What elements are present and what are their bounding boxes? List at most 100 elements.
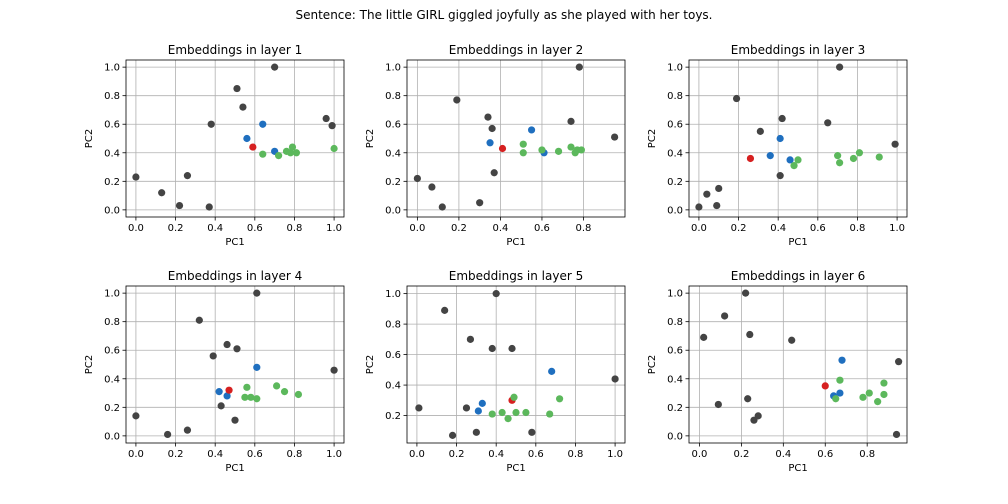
data-point-green — [519, 140, 527, 148]
data-point-other — [776, 172, 784, 180]
data-point-other — [744, 395, 752, 403]
data-point-green — [522, 408, 530, 417]
data-point-green — [859, 393, 867, 401]
data-point-green — [790, 162, 798, 170]
y-tick-label: 0.2 — [104, 177, 120, 188]
x-tick-label: 0.6 — [810, 223, 826, 234]
y-axis-label: PC2 — [647, 129, 658, 148]
data-point-green — [519, 149, 527, 157]
data-point-green — [247, 393, 255, 401]
data-point-other — [207, 120, 215, 128]
subplot-5: 0.0 0.2 0.4 0.6 0.8 1.0 0.2 0.4 0.6 0.8 1.0 Embeddi… — [365, 269, 626, 474]
data-point-other — [508, 344, 516, 353]
x-tick-label: 0.4 — [770, 223, 786, 234]
y-tick-label: 0.8 — [667, 91, 683, 102]
y-tick-label: 0.4 — [385, 148, 401, 159]
y-tick-label: 1.0 — [667, 289, 683, 300]
data-point-red — [249, 143, 257, 151]
data-point-green — [512, 408, 520, 417]
data-point-other — [466, 335, 475, 343]
data-point-other — [713, 201, 721, 210]
y-tick-label: 0.0 — [385, 205, 401, 216]
data-point-other — [490, 169, 498, 177]
data-point-green — [288, 143, 297, 151]
data-point-other — [836, 63, 844, 71]
axes-frame — [688, 285, 908, 444]
figure-suptitle: Sentence: The little GIRL giggled joyful… — [295, 8, 713, 22]
data-point-green — [330, 144, 338, 153]
y-tick-label: 0.0 — [667, 431, 683, 442]
axes-frame — [406, 285, 626, 444]
subplot-title: Embeddings in layer 6 — [731, 269, 865, 283]
data-point-other — [703, 190, 711, 198]
y-axis-label: PC2 — [84, 129, 95, 148]
data-point-green — [275, 152, 283, 160]
data-point-other — [721, 312, 729, 320]
x-tick-label: 0.2 — [733, 449, 749, 460]
y-tick-label: 0.6 — [104, 346, 120, 357]
subplot-title: Embeddings in layer 3 — [731, 43, 865, 57]
x-tick-label: 0.6 — [247, 223, 263, 234]
axes-frame — [406, 59, 626, 218]
y-tick-label: 0.8 — [385, 320, 401, 331]
data-point-other — [415, 404, 423, 412]
data-point-other — [231, 416, 239, 424]
data-point-blue — [836, 389, 844, 397]
x-tick-label: 0.2 — [449, 449, 465, 460]
data-point-blue — [527, 126, 536, 134]
data-point-red — [821, 382, 829, 390]
data-point-green — [849, 154, 858, 163]
x-tick-label: 1.0 — [326, 449, 342, 460]
data-point-other — [611, 133, 619, 141]
subplot-4: 0.0 0.2 0.4 0.6 0.8 1.0 0.0 0.2 0.4 0.6 0.8 1.0 Embe… — [84, 269, 345, 474]
x-tick-label: 0.2 — [451, 223, 467, 234]
data-point-other — [330, 366, 338, 374]
data-point-green — [836, 159, 844, 167]
data-point-other — [132, 173, 140, 181]
data-point-blue — [478, 399, 486, 407]
data-point-other — [891, 140, 899, 148]
x-tick-label: 0.4 — [488, 449, 504, 460]
data-point-other — [441, 306, 449, 314]
data-point-other — [741, 289, 750, 297]
y-tick-label: 0.6 — [385, 120, 401, 131]
x-tick-label: 0.0 — [691, 223, 707, 234]
x-tick-label: 0.4 — [207, 449, 223, 460]
x-tick-label: 0.0 — [128, 223, 144, 234]
subplot-1: 0.0 0.2 0.4 0.6 0.8 1.0 0.0 0.2 0.4 0.6 0.8 1.0 Embe… — [84, 43, 345, 248]
data-point-green — [253, 395, 261, 403]
data-point-green — [865, 389, 873, 397]
x-tick-label: 0.8 — [287, 223, 303, 234]
data-point-green — [241, 393, 249, 401]
x-tick-label: 0.4 — [207, 223, 223, 234]
data-point-other — [239, 103, 247, 111]
data-point-green — [510, 393, 518, 401]
data-point-other — [223, 340, 231, 349]
data-point-other — [175, 201, 184, 210]
data-point-green — [273, 382, 281, 390]
data-point-blue — [776, 134, 784, 143]
data-point-other — [438, 203, 446, 211]
data-point-green — [874, 398, 882, 406]
subplot-title: Embeddings in layer 1 — [168, 43, 302, 57]
y-axis-label: PC2 — [84, 355, 95, 374]
data-point-green — [259, 150, 267, 158]
data-point-green — [880, 390, 888, 399]
y-axis-label: PC2 — [647, 355, 658, 374]
data-point-other — [233, 84, 241, 93]
x-axis-label: PC1 — [788, 237, 807, 248]
data-point-other — [322, 114, 330, 123]
x-tick-label: 0.0 — [692, 449, 708, 460]
axes-frame — [125, 285, 345, 444]
data-point-other — [700, 333, 708, 341]
y-tick-label: 0.2 — [104, 403, 120, 414]
x-tick-label: 0.0 — [409, 449, 425, 460]
x-tick-label: 0.6 — [247, 449, 263, 460]
y-tick-label: 0.2 — [667, 177, 683, 188]
data-point-other — [453, 96, 461, 104]
y-tick-label: 0.0 — [104, 205, 120, 216]
x-tick-label: 0.2 — [731, 223, 747, 234]
data-point-other — [575, 63, 583, 71]
data-point-other — [205, 203, 213, 211]
data-point-other — [714, 400, 722, 409]
